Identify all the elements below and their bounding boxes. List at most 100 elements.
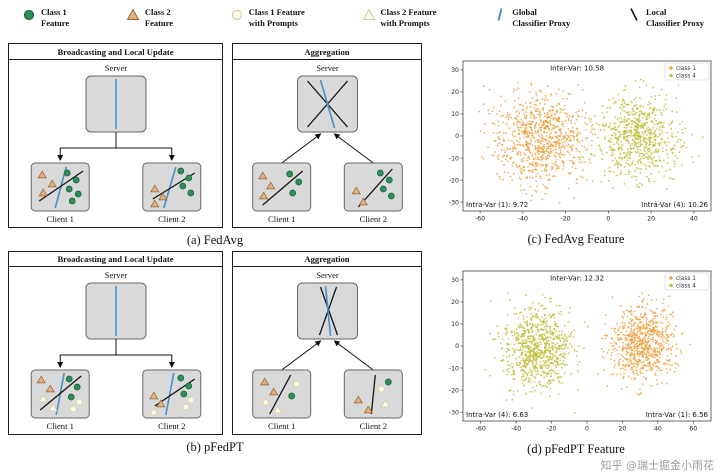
svg-text:-20: -20 (449, 387, 459, 394)
svg-text:40: 40 (654, 426, 662, 433)
legend-label-line: Classifier Proxy (646, 18, 704, 29)
figure-content: Broadcasting and Local Update Server Clie… (0, 40, 720, 457)
svg-text:-40: -40 (518, 216, 528, 223)
svg-text:30: 30 (451, 277, 459, 284)
svg-text:Client 2: Client 2 (359, 214, 386, 224)
legend-label: Class 1 Feature with Prompts (249, 7, 305, 29)
svg-text:Client 1: Client 1 (46, 421, 73, 431)
legend-label-line: Feature (41, 18, 70, 29)
svg-text:10: 10 (451, 321, 459, 328)
global-classifier-proxy-icon (493, 7, 507, 22)
legend-item-class2-feature: Class 2 Feature (126, 7, 173, 29)
figure-legend: Class 1 Feature Class 2 Feature Class 1 … (0, 0, 720, 40)
legend-item-global-classifier-proxy: Global Classifier Proxy (493, 7, 570, 29)
class1-prompt-feature-icon (230, 7, 244, 22)
svg-text:-20: -20 (561, 216, 571, 223)
svg-text:0: 0 (455, 133, 459, 140)
fedavg-broadcast-box: Broadcasting and Local Update Server Clie… (8, 43, 223, 228)
svg-text:Inter-Var: 10.58: Inter-Var: 10.58 (550, 65, 604, 73)
legend-item-class2-prompt-feature: Class 2 Feature with Prompts (362, 7, 437, 29)
caption-c: (c) FedAvg Feature (527, 232, 625, 246)
svg-text:-20: -20 (449, 177, 459, 184)
legend-item-class1-prompt-feature: Class 1 Feature with Prompts (230, 7, 305, 29)
caption-d: (d) pFedPT Feature (527, 442, 625, 456)
legend-label-line: with Prompts (248, 18, 298, 29)
pfedpt-feature-chart: -60 -40 -20 0 20 40 60 -30 -20 -10 0 10 20 30 Inter-Va… (449, 270, 712, 433)
svg-text:-10: -10 (449, 155, 459, 162)
pfedpt-broadcast-diagram: Server Client 1 Client 2 (30, 270, 201, 431)
legend-label-line: Feature (144, 18, 174, 29)
fedavg-broadcast-diagram: Server Client 1 Client 2 (30, 63, 201, 224)
local-classifier-proxy-icon (627, 7, 641, 22)
panel-title-aggregation: Aggregation (233, 44, 421, 60)
svg-text:60: 60 (689, 426, 697, 433)
svg-text:-10: -10 (449, 365, 459, 372)
chart-column: -60 -40 -20 0 20 40 -30 -20 -10 0 10 20 30 Inter-Var:… (432, 40, 716, 457)
caption-b: (b) pFedPT (186, 440, 244, 454)
svg-text:Server: Server (104, 63, 127, 73)
pfedpt-broadcast-box: Broadcasting and Local Update Server Clie… (8, 250, 223, 435)
legend-label-line: Class 1 (41, 7, 67, 17)
pfedpt-aggregation-diagram: Server Client 1 Client 2 (251, 270, 403, 431)
class1-feature-icon (22, 7, 36, 22)
fedavg-aggregation-box: Aggregation Server Client 1 Client 2 (232, 43, 422, 228)
svg-text:Server: Server (316, 63, 339, 73)
svg-text:Intra-Var (4): 6.63: Intra-Var (4): 6.63 (466, 411, 528, 419)
legend-label: Class 2 Feature (145, 7, 173, 29)
svg-text:class 1: class 1 (676, 66, 696, 72)
legend-label-line: Local (646, 7, 667, 17)
legend-item-local-classifier-proxy: Local Classifier Proxy (627, 7, 704, 29)
svg-text:-30: -30 (449, 199, 459, 206)
svg-text:Intra-Var (4): 10.26: Intra-Var (4): 10.26 (641, 201, 708, 209)
svg-text:-40: -40 (511, 426, 521, 433)
svg-text:class 4: class 4 (676, 284, 696, 290)
svg-text:Client 1: Client 1 (267, 421, 294, 431)
svg-text:20: 20 (451, 299, 459, 306)
legend-label: Local Classifier Proxy (646, 7, 704, 29)
fedavg-aggregation-diagram: Server Client 1 Client 2 (251, 63, 403, 224)
legend-label-line: Class 2 (144, 7, 171, 17)
svg-text:Client 1: Client 1 (46, 214, 73, 224)
fedavg-panel: Broadcasting and Local Update Server Clie… (8, 43, 432, 228)
svg-text:0: 0 (606, 216, 610, 223)
fedavg-feature-chart: -60 -40 -20 0 20 40 -30 -20 -10 0 10 20 30 Inter-Var:… (449, 60, 712, 223)
panel-title-broadcast: Broadcasting and Local Update (9, 252, 222, 267)
caption-a: (a) FedAvg (186, 232, 244, 247)
svg-text:10: 10 (451, 111, 459, 118)
diagram-column: Broadcasting and Local Update Server Clie… (8, 40, 432, 457)
svg-text:Client 2: Client 2 (158, 214, 185, 224)
svg-text:40: 40 (690, 216, 698, 223)
legend-label: Class 1 Feature (41, 7, 69, 29)
legend-label-line: Class 2 Feature (380, 7, 437, 17)
legend-label-line: Classifier Proxy (512, 18, 571, 29)
svg-text:Server: Server (316, 270, 339, 280)
svg-text:class 4: class 4 (676, 74, 696, 80)
legend-label: Class 2 Feature with Prompts (381, 7, 437, 29)
svg-text:Intra-Var (1): 9.72: Intra-Var (1): 9.72 (466, 201, 528, 209)
svg-text:Server: Server (104, 270, 127, 280)
svg-text:-20: -20 (547, 426, 557, 433)
legend-label-line: Class 1 Feature (248, 7, 305, 17)
svg-text:20: 20 (618, 426, 626, 433)
svg-text:Inter-Var: 12.32: Inter-Var: 12.32 (550, 275, 604, 283)
class2-feature-icon (126, 7, 140, 22)
svg-text:20: 20 (451, 89, 459, 96)
svg-text:class 1: class 1 (676, 276, 696, 282)
watermark: 知乎 @瑞士掘金小雨花 (600, 459, 715, 472)
legend-label: Global Classifier Proxy (512, 7, 570, 29)
svg-text:0: 0 (585, 426, 589, 433)
svg-text:0: 0 (455, 343, 459, 350)
pfedpt-aggregation-box: Aggregation Server Client 1 Client 2 (232, 250, 422, 435)
legend-label-line: Global (512, 7, 537, 17)
svg-text:-60: -60 (475, 216, 485, 223)
legend-item-class1-feature: Class 1 Feature (22, 7, 69, 29)
svg-text:30: 30 (451, 67, 459, 74)
svg-text:-30: -30 (449, 409, 459, 416)
pfedpt-panel: Broadcasting and Local Update Server Clie… (8, 250, 432, 435)
legend-label-line: with Prompts (380, 18, 430, 29)
class2-prompt-feature-icon (362, 7, 376, 22)
svg-text:20: 20 (647, 216, 655, 223)
svg-text:Client 1: Client 1 (267, 214, 294, 224)
panel-title-broadcast: Broadcasting and Local Update (9, 44, 222, 60)
svg-text:-60: -60 (476, 426, 486, 433)
